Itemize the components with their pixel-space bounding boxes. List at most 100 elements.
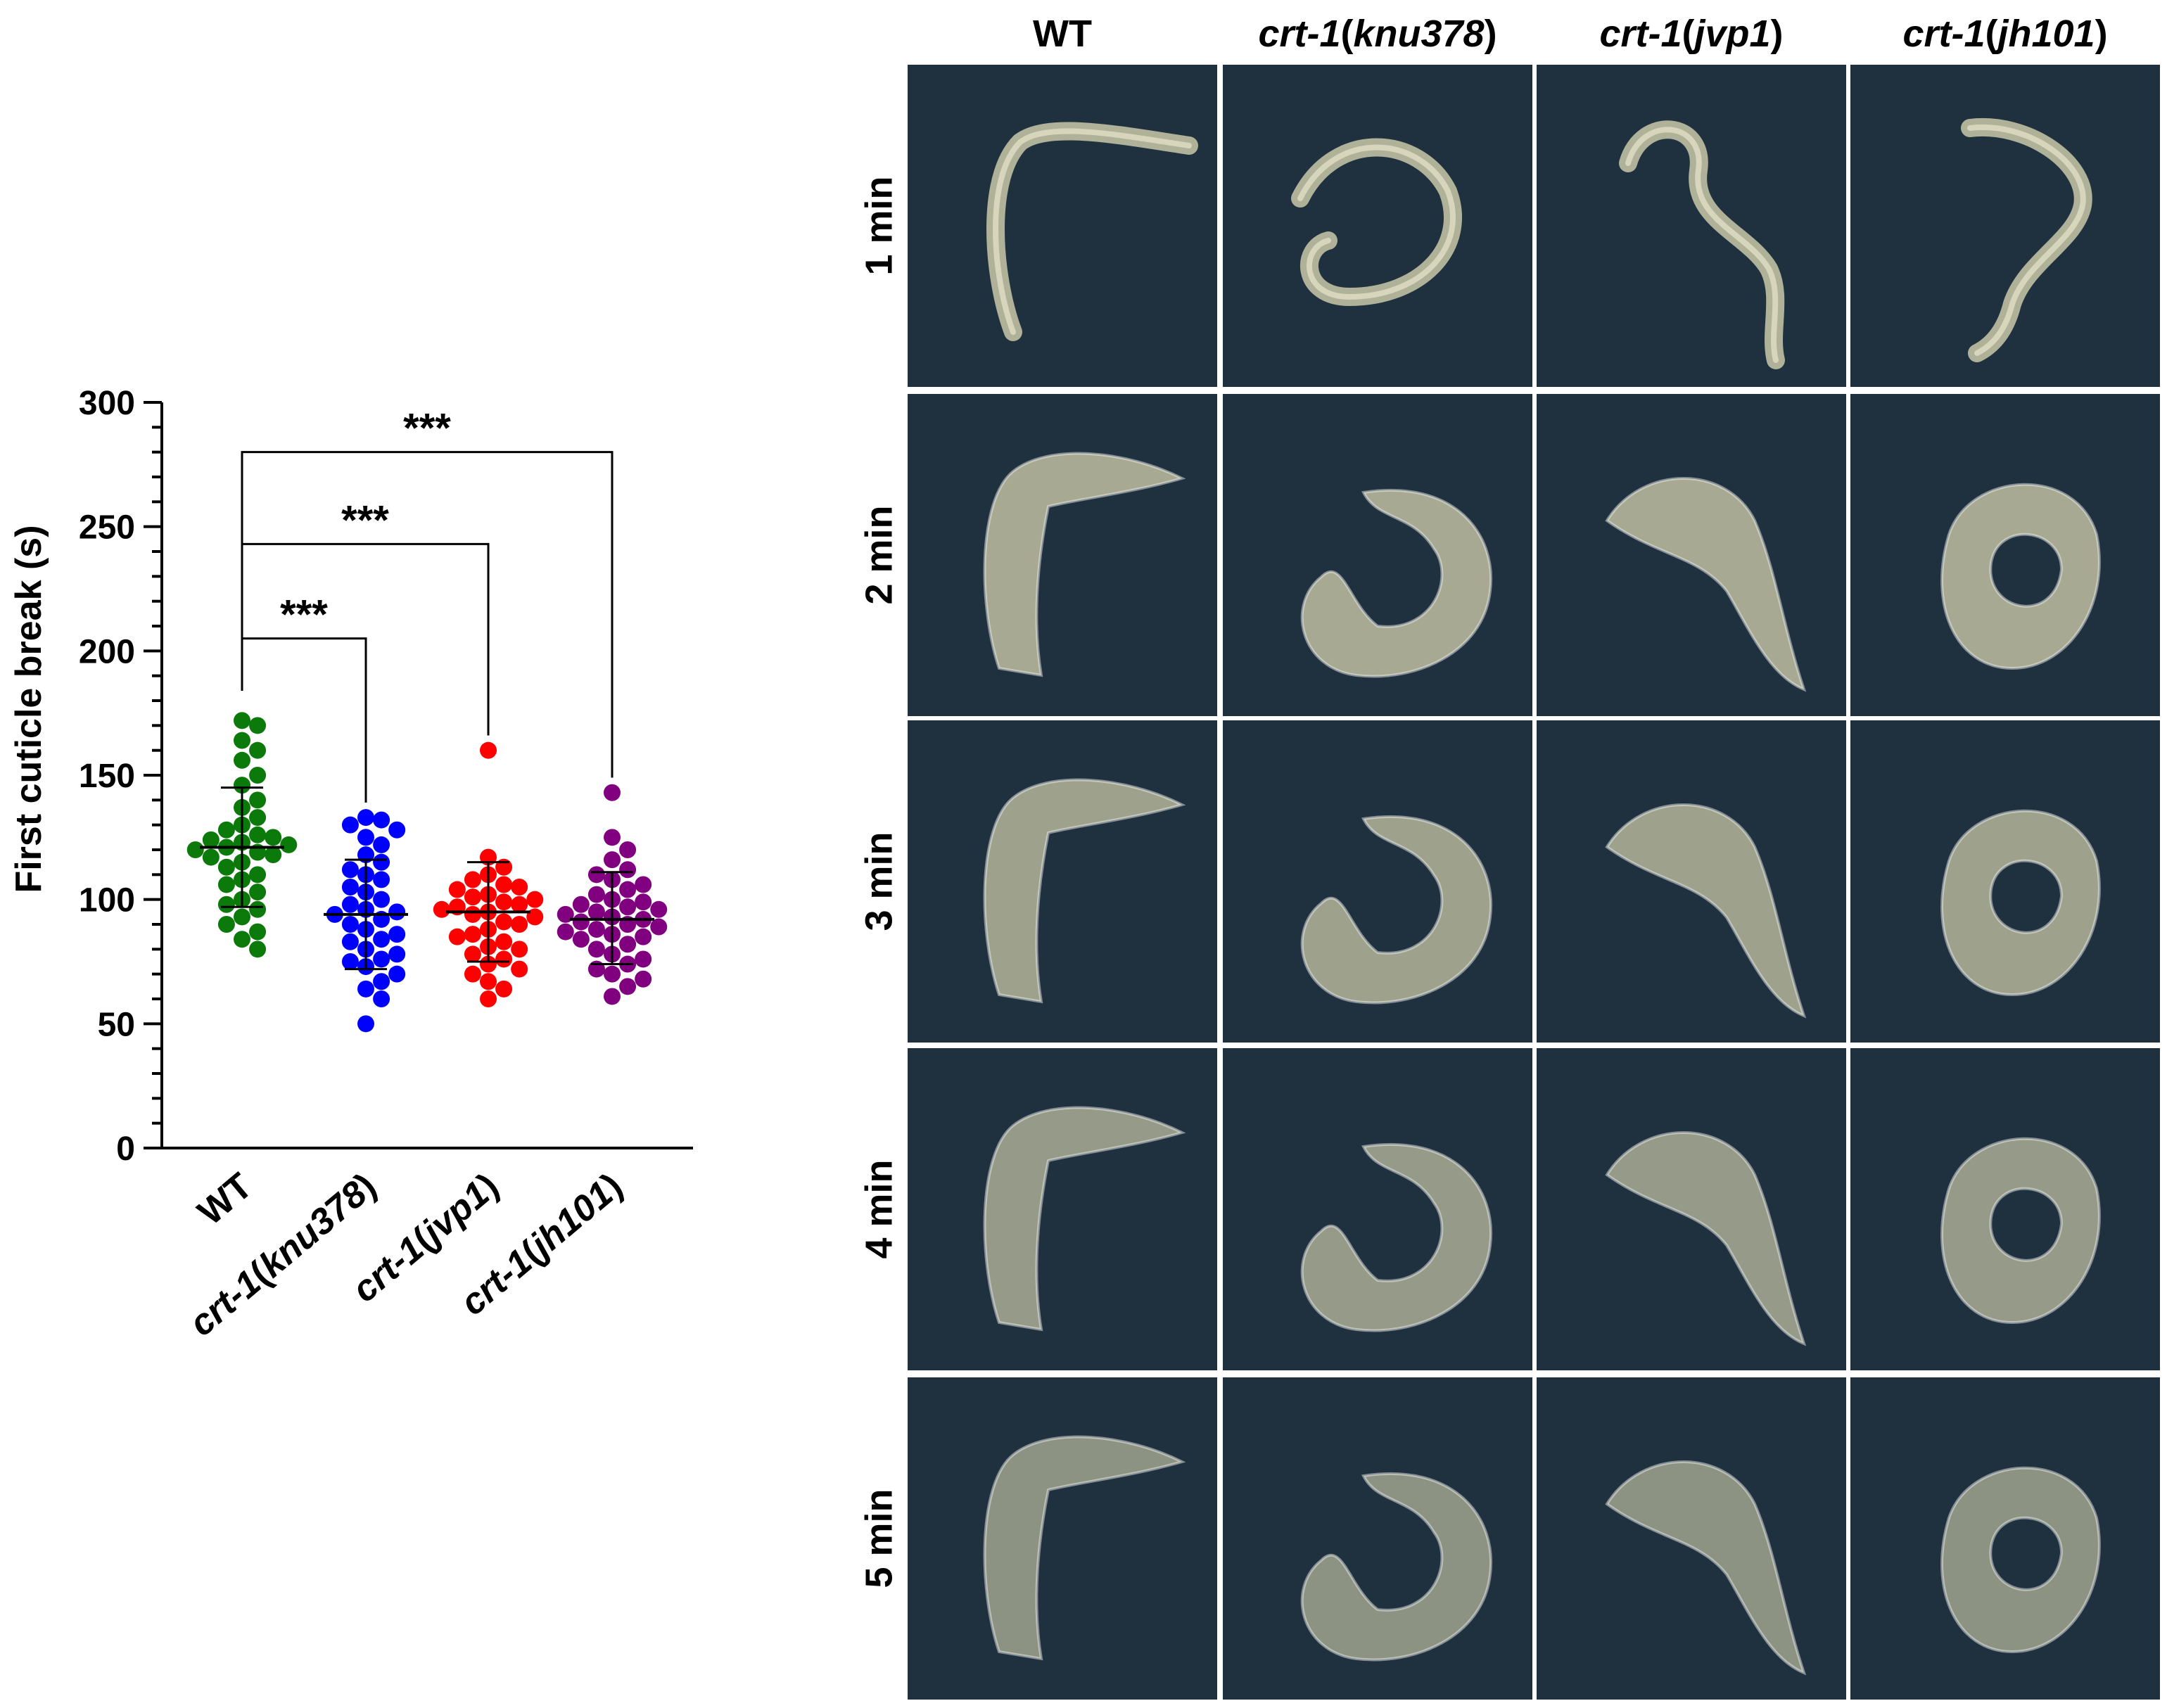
y-tick-label: 200 [79,633,135,670]
data-point [249,791,267,809]
data-point [448,881,466,898]
worm-shape [1942,1467,2099,1652]
y-tick-label: 300 [79,385,135,422]
worm-micrograph [1850,1048,2160,1370]
data-point [464,926,481,943]
data-point [495,950,513,968]
worm-micrograph [1223,1377,1532,1700]
significance-label: *** [280,592,328,638]
data-point [619,898,637,916]
worm-shape [1607,1462,1804,1673]
worm-micrograph [1223,1048,1532,1370]
data-point [234,931,250,948]
worm-shape [984,779,1182,1002]
data-point [249,884,267,901]
data-point [280,836,298,853]
data-point [249,923,267,941]
data-point [234,732,250,749]
y-tick-label: 50 [98,1006,135,1043]
data-point [249,767,267,784]
data-point [619,881,637,898]
data-point [341,896,359,913]
worm-shape [1607,1133,1804,1344]
data-point [265,846,282,864]
data-point [650,900,668,918]
y-axis: 0 50 100 150 200 250 300 [79,385,693,1168]
data-point [511,916,528,933]
data-point [635,928,652,945]
data-point [373,853,390,871]
data-point [511,879,528,896]
data-point [249,941,267,958]
worm-shape [1302,1144,1492,1331]
data-point [357,1015,374,1033]
worm-shape [1607,805,1804,1016]
worm-micrograph [1223,394,1532,716]
y-tick-label: 250 [79,509,135,547]
row-header: 1 min [858,176,901,276]
data-point [480,741,497,759]
worm-shape [1942,484,2099,668]
column-header: WT [1033,13,1092,55]
scatter-chart: 0 50 100 150 200 250 300 First cuticle break (… [8,385,693,1344]
data-point [249,826,267,843]
data-point [495,876,513,893]
worm-shape [1942,1138,2099,1323]
data-point [464,888,481,906]
error-bars [200,786,654,971]
data-point [587,941,605,958]
row-header: 3 min [858,831,901,931]
data-point [619,936,637,953]
data-point [234,908,250,926]
data-point [464,905,481,923]
data-point [587,903,605,921]
x-tick-label: WT [191,1166,260,1234]
y-tick-label: 100 [79,882,135,919]
data-point [234,777,250,794]
data-point [341,816,359,834]
data-point [265,829,282,846]
data-point [619,841,637,858]
data-point [635,970,652,988]
data-point [373,990,390,1007]
data-point [357,809,374,827]
worm-shape [1942,810,2099,995]
worm-shape [984,1107,1182,1330]
data-point [373,871,390,888]
worm-shape [1302,490,1492,677]
y-tick-label: 150 [79,758,135,795]
data-point [526,908,544,926]
data-point [217,821,235,839]
worm-shape [986,122,1198,341]
data-point [388,965,406,983]
data-point [587,866,605,884]
worm-shape [984,1436,1182,1659]
data-point [511,941,528,958]
data-point [495,913,513,931]
worm-micrograph [908,1377,1217,1700]
data-point [635,893,652,911]
data-point [619,861,637,879]
column-header: crt-1(jh101) [1902,13,2108,55]
data-point [234,712,250,729]
data-point [480,990,497,1007]
worm-shape [984,453,1182,675]
data-point [388,945,406,963]
data-point [572,913,590,931]
worm-micrograph [1537,65,1846,387]
data-point [464,871,481,888]
worm-micrograph [1537,394,1846,716]
data-point [357,980,374,998]
data-point [480,955,497,973]
data-point [557,923,574,941]
significance-brackets: *** *** *** [241,406,614,803]
data-point [249,866,267,884]
significance-label: *** [341,497,389,543]
data-point [217,858,235,876]
data-point [373,950,390,968]
column-header: crt-1(knu378) [1258,13,1497,55]
worm-micrograph [1537,1048,1846,1370]
worm-micrograph [1850,394,2160,716]
data-point [464,945,481,963]
worm-micrograph [1850,720,2160,1043]
